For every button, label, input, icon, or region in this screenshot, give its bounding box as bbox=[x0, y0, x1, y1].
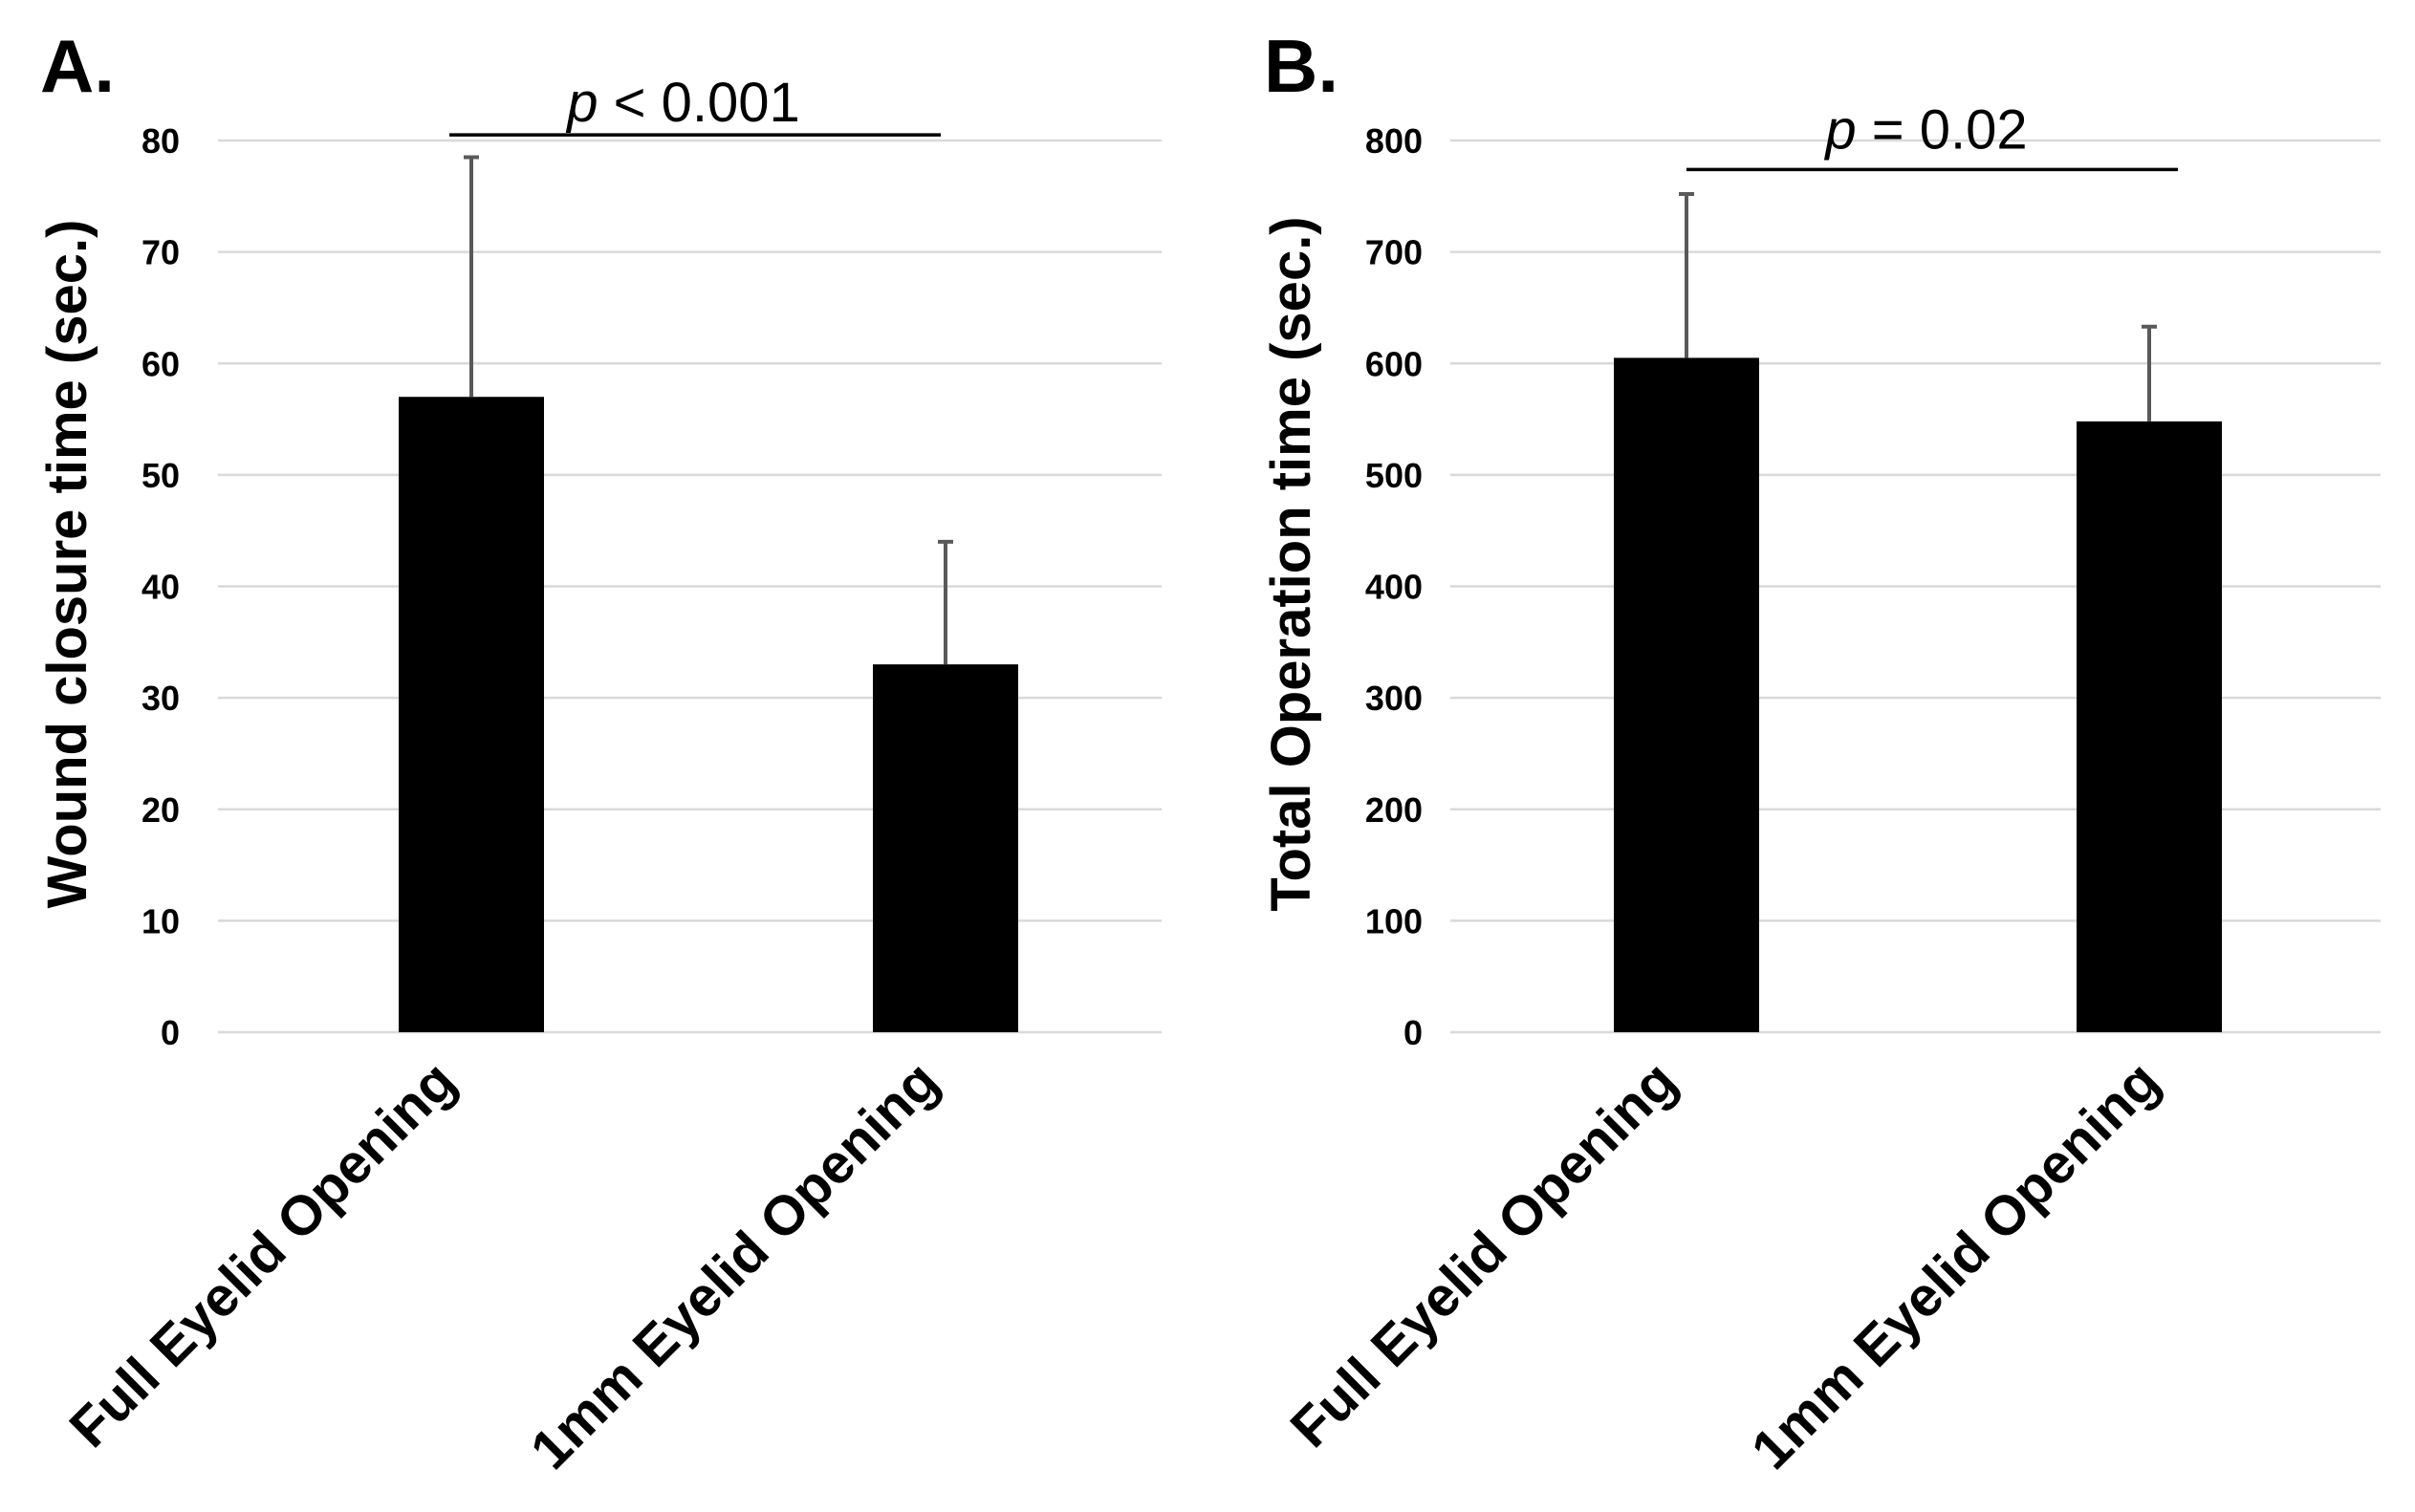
y-axis-title: Total Operation time (sec.) bbox=[1260, 216, 1322, 911]
y-tick-label: 0 bbox=[1403, 1013, 1423, 1052]
y-tick-label: 50 bbox=[141, 456, 180, 495]
bar bbox=[2077, 421, 2222, 1032]
panel-label: B. bbox=[1264, 24, 1338, 108]
p-value-symbol: p bbox=[565, 72, 598, 134]
p-value-text: < 0.001 bbox=[598, 72, 800, 134]
y-tick-label: 300 bbox=[1365, 679, 1423, 718]
y-tick-label: 100 bbox=[1365, 901, 1423, 940]
y-tick-label: 10 bbox=[141, 901, 180, 940]
y-tick-label: 80 bbox=[141, 121, 180, 161]
x-category-label: Full Eyelid Opening bbox=[1278, 1049, 1688, 1459]
y-tick-label: 400 bbox=[1365, 568, 1423, 607]
y-tick-label: 30 bbox=[141, 679, 180, 718]
p-value-label: p = 0.02 bbox=[1823, 98, 2027, 161]
x-category-label: 1mm Eyelid Opening bbox=[519, 1049, 951, 1481]
bar bbox=[399, 397, 544, 1032]
y-tick-label: 20 bbox=[141, 790, 180, 830]
panel-label: A. bbox=[40, 24, 115, 108]
y-tick-label: 40 bbox=[141, 568, 180, 607]
panel-b-chart: 0 100 200 300 400 500 600 700 800 Full Eyelid Ope… bbox=[1260, 24, 2381, 1481]
y-tick-label: 200 bbox=[1365, 790, 1423, 830]
y-tick-label: 600 bbox=[1365, 344, 1423, 383]
bar bbox=[873, 664, 1018, 1032]
p-value-symbol: p bbox=[1823, 98, 1856, 161]
y-tick-label: 700 bbox=[1365, 233, 1423, 272]
y-tick-label: 60 bbox=[141, 344, 180, 383]
y-tick-label: 500 bbox=[1365, 456, 1423, 495]
y-tick-label: 0 bbox=[161, 1013, 180, 1052]
p-value-text: = 0.02 bbox=[1857, 98, 2028, 161]
p-value-label: p < 0.001 bbox=[565, 72, 800, 134]
bar bbox=[1614, 357, 1759, 1032]
y-axis-title: Wound closure time (sec.) bbox=[36, 220, 98, 909]
panel-a-chart: 0 10 20 30 40 50 60 70 80 Full Eyelid Opening 1mm … bbox=[36, 24, 1162, 1481]
y-tick-label: 800 bbox=[1365, 121, 1423, 161]
x-category-label: Full Eyelid Opening bbox=[57, 1049, 468, 1459]
x-category-label: 1mm Eyelid Opening bbox=[1740, 1049, 2172, 1481]
y-tick-label: 70 bbox=[141, 233, 180, 272]
